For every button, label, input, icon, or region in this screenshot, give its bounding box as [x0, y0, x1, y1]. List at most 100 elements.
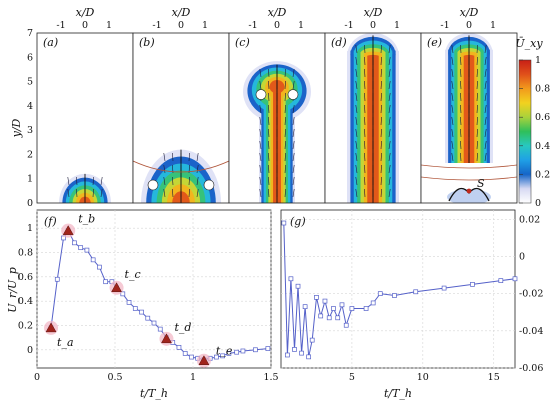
g-data-point — [285, 352, 290, 358]
g-data-point — [299, 350, 304, 356]
g-data-point — [288, 276, 294, 282]
g-data-point — [314, 295, 319, 300]
x-axis-label-top: x/D — [76, 6, 95, 19]
velocity-field — [243, 61, 311, 203]
g-y-tick-0.02: 0.02 — [519, 214, 540, 225]
f-data-point — [265, 346, 271, 351]
colorbar-tick-0.8: 0.8 — [535, 84, 550, 95]
f-data-point — [97, 264, 102, 270]
vortex-core-right — [287, 89, 299, 100]
velocity-field-panels: y/D 0 1 2 3 4 5 6 7 (a) -1 0 1 x/D (b) -1 0 1 x/D (c) -1 0 1… — [10, 6, 518, 209]
f-data-point — [145, 315, 151, 321]
g-data-point — [377, 291, 383, 296]
f-x-tick-1.5: 1.5 — [263, 372, 278, 383]
g-data-point — [392, 293, 397, 298]
x-tick-top-0: 0 — [370, 20, 376, 31]
g-data-point — [512, 276, 518, 282]
x-tick-top-1: 1 — [490, 20, 496, 31]
velocity-field — [421, 33, 517, 203]
highlight-marker-t_c — [111, 282, 122, 293]
x-tick-top-1: 1 — [106, 20, 112, 31]
f-data-point — [84, 247, 90, 253]
x-tick-top-0: 0 — [274, 20, 280, 31]
y-tick-top-6: 6 — [27, 52, 33, 63]
f-data-point — [90, 257, 96, 263]
f-data-point — [139, 309, 144, 315]
x-tick-top--1: -1 — [440, 20, 449, 31]
panel-f-xlabel: t/T_h — [140, 387, 168, 400]
x-axis-label-top: x/D — [460, 6, 479, 19]
vortex-core-left — [147, 179, 159, 191]
vortex-core-right — [203, 179, 215, 191]
g-data-point — [413, 289, 419, 295]
panel-e: S (e) -1 0 1 x/D — [420, 6, 518, 204]
g-data-point — [302, 304, 308, 310]
panel-label-e: (e) — [427, 36, 442, 49]
y-tick-top-5: 5 — [27, 77, 33, 88]
f-data-point — [132, 306, 138, 311]
velocity-field — [133, 149, 229, 203]
panel-f-label: (f) — [44, 215, 57, 228]
g-data-point — [295, 283, 301, 289]
contour-line — [421, 164, 517, 169]
x-tick-top-0: 0 — [466, 20, 472, 31]
panel-g-signal: 5 10 15 -0.06 -0.04 -0.02 0 0.02 (g) t/T_h — [280, 209, 543, 400]
f-data-point — [176, 344, 182, 350]
highlight-marker-t_b — [62, 225, 74, 235]
x-tick-top-0: 0 — [178, 20, 184, 31]
colorbar-tick-0: 0 — [535, 198, 541, 209]
f-data-point — [226, 351, 232, 356]
g-data-point — [363, 306, 369, 311]
x-tick-top-1: 1 — [394, 20, 400, 31]
y-tick-top-2: 2 — [27, 149, 33, 160]
f-data-point — [54, 276, 60, 282]
f-data-point — [157, 326, 163, 332]
velocity-field — [59, 173, 111, 203]
y-tick-top-3: 3 — [27, 125, 33, 136]
panel-g-frame — [280, 209, 516, 369]
g-x-tick-15: 15 — [488, 372, 500, 383]
y-tick-top-4: 4 — [27, 101, 33, 112]
f-data-point — [103, 279, 108, 285]
x-tick-top--1: -1 — [248, 20, 257, 31]
contour-line — [421, 176, 517, 181]
panel-label-b: (b) — [139, 36, 155, 49]
g-x-tick-5: 5 — [349, 372, 355, 383]
f-data-point — [214, 354, 219, 360]
highlight-marker-t_a — [45, 322, 57, 333]
g-data-point — [309, 337, 315, 343]
colorbar: Ū_xy 0 0.2 0.4 0.6 0.8 1 — [515, 37, 550, 209]
g-data-point — [335, 315, 341, 321]
highlight-marker-t_e — [198, 355, 210, 365]
g-y-tick--0.02: -0.02 — [519, 289, 543, 300]
colorbar-gradient — [518, 59, 532, 204]
g-data-point — [281, 220, 287, 226]
contour-line — [133, 160, 229, 173]
g-data-point — [318, 313, 324, 319]
highlight-marker-t_d — [161, 333, 172, 344]
f-data-point — [189, 354, 194, 360]
g-data-point — [339, 302, 345, 308]
panel-b: (b) -1 0 1 x/D — [132, 6, 230, 204]
g-data-point — [498, 278, 504, 283]
f-x-tick-0: 0 — [34, 372, 40, 383]
velocity-field — [347, 33, 399, 203]
highlight-label-t_e: t_e — [216, 345, 233, 358]
y-axis-label-top: y/D — [10, 118, 23, 138]
colorbar-label: Ū_xy — [515, 37, 543, 50]
colorbar-tick-0.4: 0.4 — [535, 141, 550, 152]
g-data-point — [322, 298, 328, 304]
highlight-label-t_d: t_d — [174, 321, 191, 334]
panel-g-label: (g) — [290, 215, 306, 228]
panel-g-xlabel: t/T_h — [384, 387, 412, 400]
f-y-tick-0.2: 0.2 — [18, 320, 33, 331]
f-data-point — [253, 347, 258, 353]
panel-f-ylabel: U_r/U_p — [6, 267, 19, 313]
f-data-point — [182, 351, 188, 356]
g-data-point — [331, 306, 336, 311]
g-data-point — [470, 282, 475, 287]
f-data-point — [72, 240, 77, 246]
g-x-tick-10: 10 — [417, 372, 429, 383]
colorbar-tick-1: 1 — [535, 55, 541, 66]
x-tick-top-1: 1 — [298, 20, 304, 31]
